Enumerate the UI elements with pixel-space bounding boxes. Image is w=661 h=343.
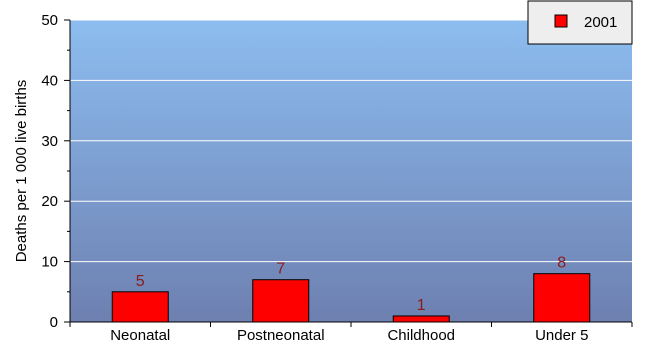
plot-area bbox=[70, 20, 632, 322]
y-tick-label: 20 bbox=[41, 193, 58, 210]
data-labels: 5 7 1 8 bbox=[136, 255, 567, 314]
bar bbox=[111, 291, 169, 323]
bar bbox=[252, 279, 310, 323]
data-label: 5 bbox=[136, 273, 145, 290]
bar bbox=[533, 273, 591, 323]
x-tick-label: Neonatal bbox=[110, 327, 170, 343]
y-tick-label: 10 bbox=[41, 254, 58, 271]
y-axis-title: Deaths per 1 000 live births bbox=[13, 80, 30, 263]
y-tick-label: 30 bbox=[41, 133, 58, 150]
y-ticks: 0 10 20 30 40 50 bbox=[41, 12, 70, 331]
legend: 2001 bbox=[527, 0, 633, 45]
x-tick-label: Postneonatal bbox=[237, 327, 325, 343]
legend-label: 2001 bbox=[584, 14, 617, 31]
x-tick-label: Under 5 bbox=[535, 327, 588, 343]
x-ticks: Neonatal Postneonatal Childhood Under 5 bbox=[69, 322, 633, 343]
bar bbox=[392, 315, 450, 323]
y-tick-label: 50 bbox=[41, 12, 58, 29]
bars bbox=[111, 273, 591, 323]
x-tick-label: Childhood bbox=[387, 327, 455, 343]
legend-swatch bbox=[554, 14, 568, 28]
data-label: 1 bbox=[417, 297, 426, 314]
gridlines bbox=[70, 19, 632, 263]
y-tick-label: 40 bbox=[41, 72, 58, 89]
data-label: 8 bbox=[557, 255, 566, 272]
y-tick-label: 0 bbox=[50, 314, 58, 331]
legend-box bbox=[527, 0, 633, 45]
data-label: 7 bbox=[276, 261, 285, 278]
